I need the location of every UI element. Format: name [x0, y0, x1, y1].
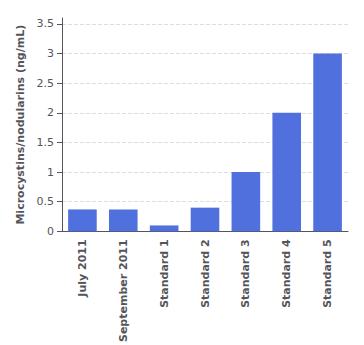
- svg-text:0.5: 0.5: [37, 195, 55, 208]
- svg-text:Standard 3: Standard 3: [239, 239, 252, 308]
- svg-text:2.5: 2.5: [37, 77, 55, 90]
- svg-text:0: 0: [47, 225, 54, 238]
- svg-text:3.5: 3.5: [37, 17, 55, 30]
- svg-text:September 2011: September 2011: [117, 239, 130, 342]
- svg-text:Standard 5: Standard 5: [321, 239, 334, 308]
- svg-text:Standard 2: Standard 2: [199, 239, 212, 308]
- svg-text:Standard 1: Standard 1: [158, 239, 171, 308]
- svg-text:Microcystins/nodularins (ng/mL: Microcystins/nodularins (ng/mL): [14, 25, 27, 225]
- svg-text:July 2011: July 2011: [76, 239, 89, 297]
- svg-text:1.5: 1.5: [37, 136, 55, 149]
- svg-text:1: 1: [47, 166, 54, 179]
- svg-text:Standard 4: Standard 4: [280, 239, 293, 308]
- svg-text:2: 2: [47, 106, 54, 119]
- svg-text:3: 3: [47, 47, 54, 60]
